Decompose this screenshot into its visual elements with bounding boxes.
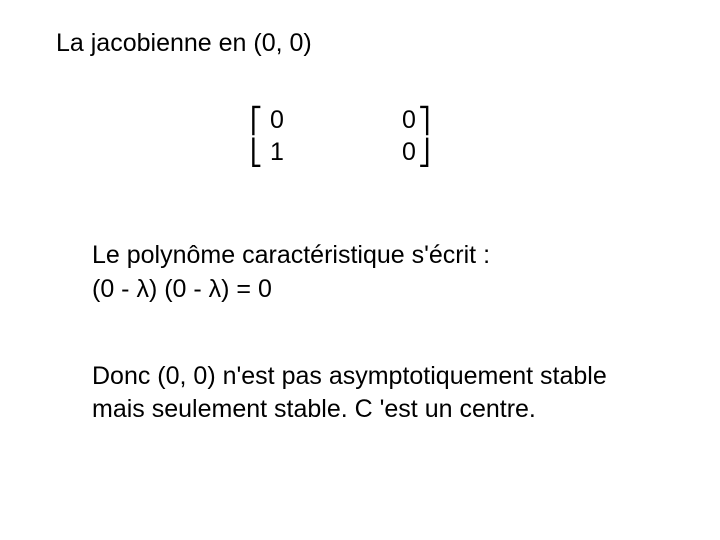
- polynomial-label: Le polynôme caractéristique s'écrit :: [92, 240, 490, 271]
- matrix-cell-1-1: 0: [402, 138, 416, 167]
- matrix-cell-0-1: 0: [402, 106, 416, 135]
- jacobian-matrix: ⎡ ⎣ 0 1 0 0 ⎤ ⎦: [250, 106, 470, 186]
- matrix-cell-1-0: 1: [270, 138, 284, 167]
- polynomial-equation: (0 - λ) (0 - λ) = 0: [92, 274, 272, 305]
- bracket-bottom-right: ⎦: [418, 138, 431, 168]
- conclusion-text: Donc (0, 0) n'est pas asymptotiquement s…: [92, 360, 632, 425]
- title-text: La jacobienne en (0, 0): [56, 28, 312, 59]
- bracket-top-right: ⎤: [418, 106, 431, 136]
- bracket-top-left: ⎡: [250, 106, 263, 136]
- bracket-bottom-left: ⎣: [250, 138, 263, 168]
- slide: La jacobienne en (0, 0) ⎡ ⎣ 0 1 0 0 ⎤ ⎦ …: [0, 0, 720, 540]
- matrix-cell-0-0: 0: [270, 106, 284, 135]
